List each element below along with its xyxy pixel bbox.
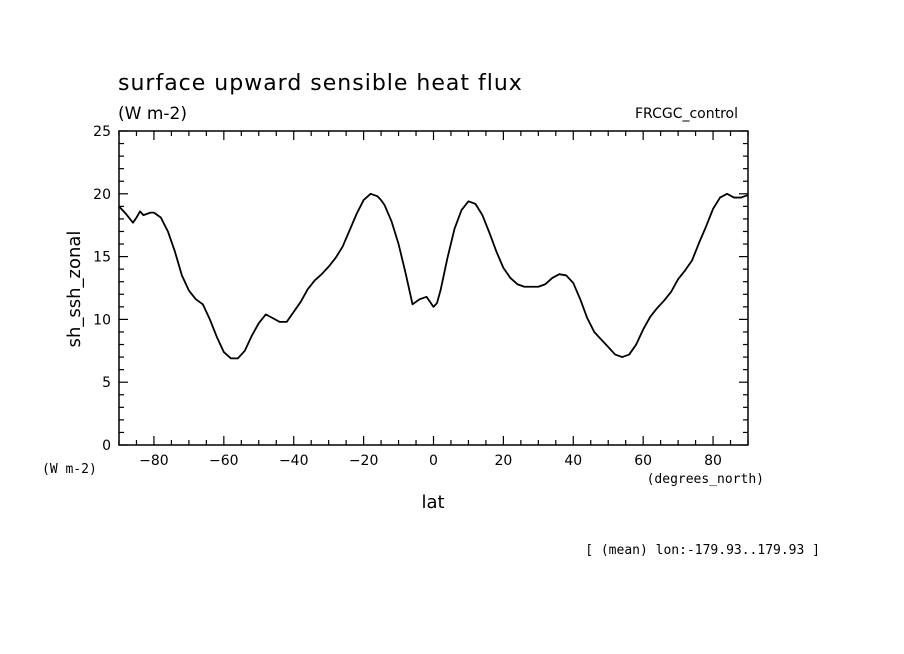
chart-subtitle: (W m-2) — [118, 104, 187, 124]
x-tick-label: −80 — [139, 453, 169, 469]
x-tick-label: 80 — [704, 453, 722, 469]
y-tick-label: 5 — [102, 375, 111, 391]
x-tick-label: 20 — [494, 453, 512, 469]
chart-title: surface upward sensible heat flux — [118, 71, 523, 96]
y-tick-label: 20 — [93, 187, 111, 203]
x-tick-label: 40 — [564, 453, 582, 469]
dataset-label: FRCGC_control — [635, 106, 738, 122]
y-tick-label: 15 — [93, 250, 111, 266]
series-line — [118, 192, 749, 360]
y-axis-ticks: 0 5 10 15 20 25 — [93, 124, 748, 454]
y-tick-label: 0 — [102, 438, 111, 454]
axes — [118, 130, 749, 446]
x-tick-label: 0 — [429, 453, 438, 469]
x-axis-ticks: −80 −60 −40 −20 0 20 40 60 80 — [118, 131, 749, 469]
x-tick-label: 60 — [634, 453, 652, 469]
x-axis-unit: (degrees_north) — [647, 472, 764, 487]
x-tick-label: −40 — [279, 453, 309, 469]
x-tick-label: −60 — [209, 453, 239, 469]
y-axis-unit: (W m-2) — [42, 462, 97, 477]
footnote: [ (mean) lon:-179.93..179.93 ] — [585, 543, 820, 558]
y-tick-label: 25 — [93, 124, 111, 140]
x-axis-label: lat — [421, 492, 444, 513]
y-tick-label: 10 — [93, 312, 111, 328]
plot-frame — [118, 130, 749, 446]
x-tick-label: −20 — [349, 453, 379, 469]
y-axis-label: sh_ssh_zonal — [64, 231, 85, 348]
